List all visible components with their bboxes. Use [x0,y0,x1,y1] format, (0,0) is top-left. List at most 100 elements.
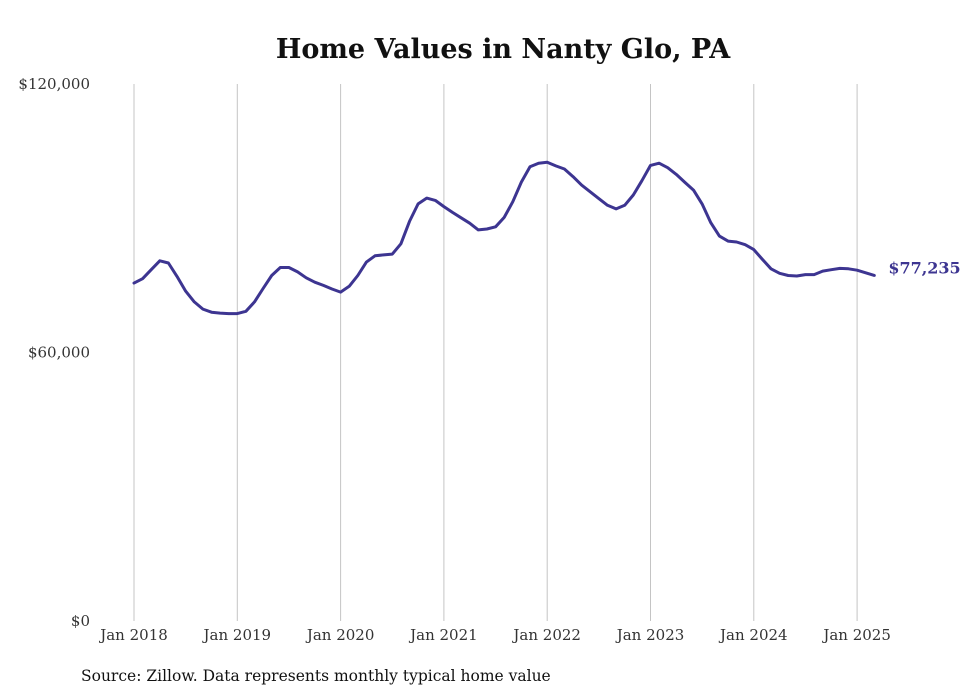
data-point [710,222,712,224]
data-point [753,249,755,251]
data-point [426,197,428,199]
data-point [787,274,789,277]
data-point [408,220,411,222]
data-point [624,204,626,206]
data-point [297,271,299,273]
data-point [271,274,273,277]
data-point [520,181,523,183]
data-point [133,282,135,284]
data-point [331,288,333,290]
data-point [262,287,264,290]
data-point [417,203,419,205]
data-point [641,180,643,182]
y-tick-label: $0 [71,612,90,630]
data-point [701,203,703,205]
data-point [469,222,471,224]
data-point [236,313,238,315]
data-point [167,262,169,264]
data-point [245,310,247,312]
data-point [434,199,436,201]
data-point [718,235,721,237]
x-tick-label: Jan 2024 [718,626,788,644]
data-point [383,254,385,256]
y-tick-label: $120,000 [18,75,90,93]
data-point [305,277,307,279]
source-note: Source: Zillow. Data represents monthly … [81,667,551,685]
x-tick-label: Jan 2019 [202,626,272,644]
data-point [873,274,875,276]
data-point [692,189,695,191]
data-point [374,255,376,257]
data-point [667,167,669,169]
data-point [813,274,815,276]
series-line-0 [132,160,876,316]
data-point [357,274,359,277]
data-point [391,253,393,255]
data-point [210,311,213,313]
data-point [615,208,617,210]
data-point [606,204,609,206]
data-point [581,184,583,186]
data-point [159,260,161,262]
data-point [451,211,454,213]
data-point [348,285,350,287]
data-point [340,291,342,293]
data-point [253,301,256,303]
data-point [219,312,221,314]
data-point [830,269,832,271]
chart-title: Home Values in Nanty Glo, PA [276,34,731,65]
series-layer: $77,235 [132,160,961,316]
data-point [150,269,152,271]
data-point [865,272,867,274]
data-point [193,301,195,303]
data-point [779,272,781,274]
data-point [365,261,367,263]
data-point [512,201,514,203]
data-point [228,313,230,315]
data-point [822,270,824,272]
data-point [477,229,479,231]
gridlines [133,84,858,621]
data-point [185,290,187,292]
data-point [322,284,324,286]
data-point [555,165,557,167]
data-point [288,266,290,269]
data-point [314,281,316,283]
data-point [675,173,677,175]
data-point [770,268,772,270]
data-point [684,181,686,183]
x-axis-ticks: Jan 2018 Jan 2019 Jan 2020 Jan 2021 Jan 2022… [98,626,891,644]
data-point [176,275,178,277]
data-point [279,266,281,269]
data-point [727,240,729,242]
data-point [632,194,634,196]
data-point [529,166,531,168]
data-point [589,191,591,193]
data-point [856,269,858,271]
data-point [400,243,402,245]
data-point [443,206,445,208]
data-point [598,198,600,200]
data-point [658,162,660,164]
x-tick-label: Jan 2021 [408,626,478,644]
data-point [572,176,574,178]
end-value-label: $77,235 [888,258,960,277]
x-tick-label: Jan 2020 [305,626,375,644]
data-point [736,241,738,243]
data-point [503,216,505,218]
data-point [761,258,764,260]
data-point [546,161,548,163]
data-point [486,228,488,230]
data-point [744,244,746,246]
data-point [839,267,841,269]
data-point [804,274,807,276]
data-point [563,168,566,170]
data-point [495,226,497,228]
y-tick-label: $60,000 [28,344,90,362]
x-tick-label: Jan 2023 [615,626,685,644]
y-axis-ticks: $0 $60,000 $120,000 [18,75,90,630]
data-point [142,278,144,280]
x-tick-label: Jan 2018 [98,626,168,644]
data-point [538,162,540,164]
